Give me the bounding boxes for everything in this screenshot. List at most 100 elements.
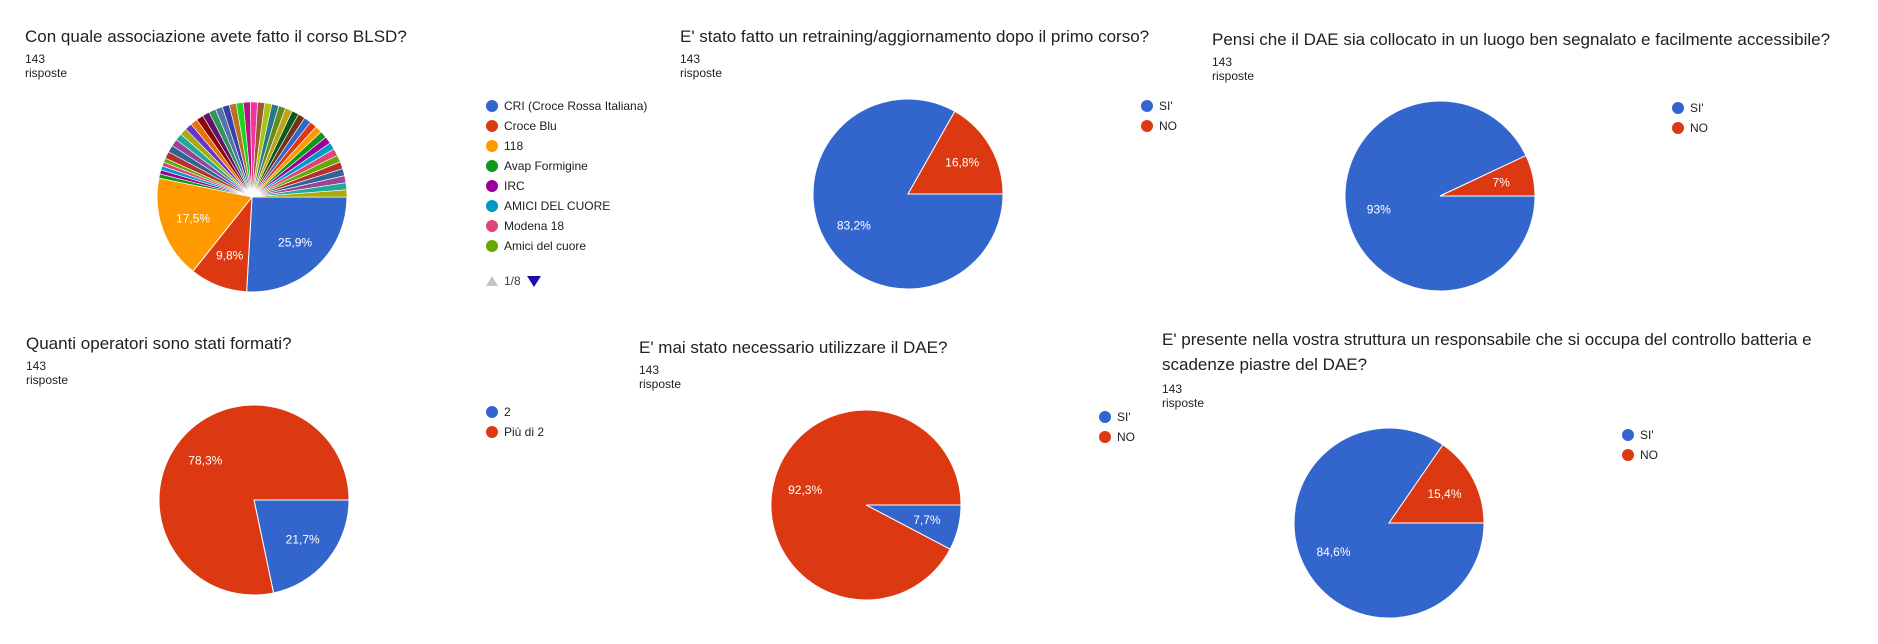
legend: SI' NO [1099,407,1135,447]
legend-label: SI' [1640,428,1654,442]
legend-swatch [1672,102,1684,114]
response-count: 143 risposte [639,363,682,391]
slice-label: 25,9% [278,236,312,250]
legend-label: SI' [1159,99,1173,113]
legend-item: Avap Formigine [486,156,647,176]
response-count: 143 risposte [680,52,723,80]
pie-slice [770,409,962,601]
legend: SI' NO [1141,96,1177,136]
pie-slice [1388,444,1485,524]
question-title: Quanti operatori sono stati formati? [26,334,292,353]
pie-chart-blsd: 25,9% 9,8% 17,5% [156,101,348,293]
legend: 2 Più di 2 [486,402,544,442]
pager-down-icon[interactable] [526,275,541,287]
legend-pager: 1/8 [486,274,647,288]
legend-item: 118 [486,136,647,156]
legend-swatch [486,426,498,438]
legend-label: Croce Blu [504,119,557,133]
response-count: 143 risposte [1212,55,1255,83]
legend-swatch [486,180,498,192]
pie-chart-retraining: 83,2% 16,8% [812,98,1004,290]
legend-label: 118 [504,139,524,153]
slice-label: 17,5% [176,211,210,225]
legend-label: Più di 2 [504,425,545,439]
question-title: Con quale associazione avete fatto il co… [25,27,407,46]
slice-label: 7% [1493,175,1511,189]
slice-label: 21,7% [286,533,320,547]
legend-item: SI' [1141,96,1177,116]
legend-label: Avap Formigine [504,159,588,173]
question-title: E' presente nella vostra struttura un re… [1162,330,1812,374]
legend-swatch [486,160,498,172]
legend-swatch [1672,122,1684,134]
pie-slice [246,196,348,293]
legend-swatch [1099,411,1111,423]
slice-label: 92,3% [788,483,822,497]
legend-swatch [486,120,498,132]
pie-chart-responsabile: 84,6% 15,4% [1293,427,1485,619]
legend-item: Amici del cuore [486,236,647,256]
slice-label: 15,4% [1427,487,1461,501]
legend-item: SI' [1672,98,1708,118]
legend-swatch [1099,431,1111,443]
legend-item: SI' [1622,425,1658,445]
response-count: 143 risposte [25,52,68,80]
slice-label: 84,6% [1316,545,1350,559]
legend-label: NO [1640,448,1658,462]
pie-slice [907,110,1004,195]
legend: SI' NO [1672,98,1708,138]
pie-slice [156,177,253,273]
question-title: E' stato fatto un retraining/aggiornamen… [680,27,1150,46]
legend-swatch [486,100,498,112]
legend-label: SI' [1117,410,1131,424]
slice-label: 93% [1367,203,1391,217]
legend-label: IRC [504,179,525,193]
legend-item: CRI (Croce Rossa Italiana) [486,96,647,116]
legend-item: SI' [1099,407,1135,427]
legend-item: NO [1099,427,1135,447]
slice-label: 16,8% [945,155,979,169]
legend-item: Più di 2 [486,422,544,442]
response-count: 143 risposte [1162,382,1205,410]
pie-slice [253,499,350,594]
legend-item: AMICI DEL CUORE [486,196,647,216]
legend-item: Croce Blu [486,116,647,136]
legend-swatch [486,240,498,252]
legend-swatch [1141,100,1153,112]
legend-label: AMICI DEL CUORE [504,199,611,213]
legend-item: IRC [486,176,647,196]
legend-label: NO [1690,121,1708,135]
slice-label: 83,2% [837,219,871,233]
legend-item: NO [1672,118,1708,138]
legend: SI' NO [1622,425,1658,465]
legend-item: 2 [486,402,544,422]
legend-swatch [486,220,498,232]
legend-swatch [1141,120,1153,132]
legend-label: Modena 18 [504,219,565,233]
legend-label: 2 [504,405,511,419]
legend-label: CRI (Croce Rossa Italiana) [504,99,648,113]
question-title: E' mai stato necessario utilizzare il DA… [639,338,948,357]
pie-chart-operators: 21,7% 78,3% [158,404,350,596]
pie-chart-dae-location: 93% 7% [1344,100,1536,292]
pie-slice [158,404,350,596]
legend-swatch [486,140,498,152]
pager-up-icon[interactable] [486,276,498,286]
pie-chart-dae-usage: 7,7% 92,3% [770,409,962,601]
legend-item: Modena 18 [486,216,647,236]
slice-label: 9,8% [216,249,244,263]
pie-slice [251,189,348,198]
legend: CRI (Croce Rossa Italiana) Croce Blu 118 Av… [486,96,647,288]
legend-swatch [1622,429,1634,441]
legend-label: SI' [1690,101,1704,115]
pie-slice [1439,154,1536,197]
slice-label: 7,7% [913,513,941,527]
legend-label: NO [1159,119,1177,133]
response-count: 143 risposte [26,359,69,387]
legend-label: NO [1117,430,1135,444]
question-title: Pensi che il DAE sia collocato in un luo… [1212,30,1831,49]
legend-item: NO [1622,445,1658,465]
legend-label: Amici del cuore [504,239,587,253]
legend-swatch [1622,449,1634,461]
legend-swatch [486,406,498,418]
